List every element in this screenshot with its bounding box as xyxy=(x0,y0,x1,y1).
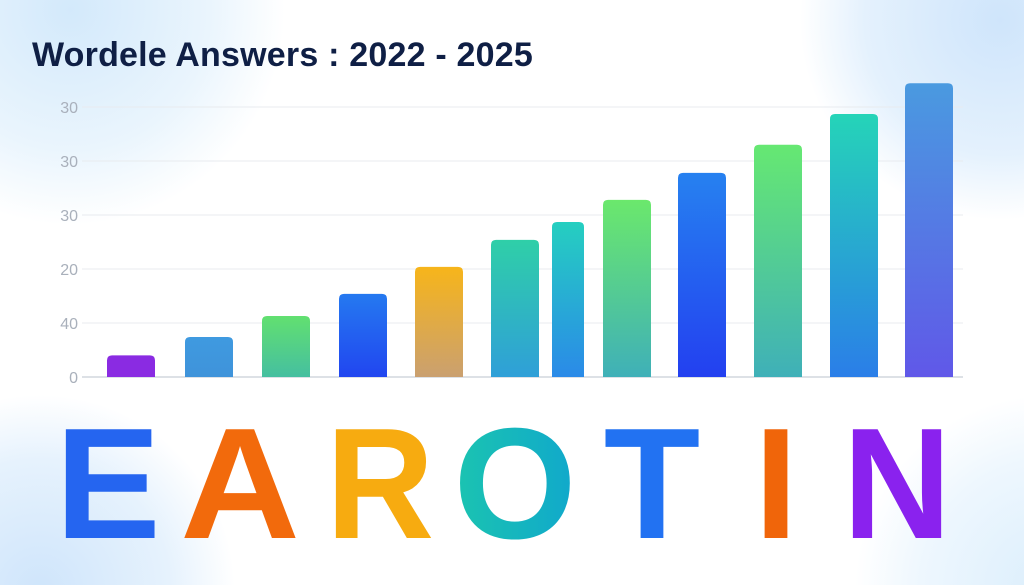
bar xyxy=(339,293,387,377)
bar xyxy=(107,355,155,377)
letter-o: O xyxy=(453,396,577,572)
y-tick-label: 20 xyxy=(60,262,78,279)
letter-n: N xyxy=(842,396,952,572)
bar xyxy=(754,144,802,377)
y-tick-label: 30 xyxy=(60,100,78,117)
bar xyxy=(185,337,233,377)
bar xyxy=(552,222,584,377)
bar xyxy=(262,315,310,377)
y-tick-label: 0 xyxy=(69,370,78,387)
bars xyxy=(107,83,953,378)
bar xyxy=(830,114,878,378)
letter-e: E xyxy=(55,396,161,572)
y-axis-ticks: 0 40 20 30 30 30 xyxy=(60,100,78,387)
bar xyxy=(603,199,651,377)
chart-title: Wordele Answers : 2022 - 2025 xyxy=(32,36,533,74)
gridlines xyxy=(82,106,963,378)
bar xyxy=(678,172,726,377)
letter-i: I xyxy=(754,396,798,572)
y-tick-label: 30 xyxy=(60,208,78,225)
y-tick-label: 30 xyxy=(60,154,78,171)
bar xyxy=(491,239,539,377)
y-tick-label: 40 xyxy=(60,316,78,333)
bar xyxy=(415,266,463,377)
letter-r: R xyxy=(325,396,435,572)
bar xyxy=(905,83,953,378)
letter-t: T xyxy=(603,396,701,572)
letter-a: A xyxy=(180,396,300,572)
